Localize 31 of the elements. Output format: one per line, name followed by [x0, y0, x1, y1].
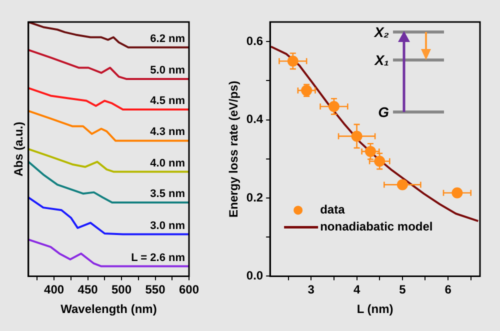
series-label: L = 2.6 nm: [131, 252, 186, 264]
x-tick-label: 550: [145, 282, 166, 297]
y-axis-title: Abs (a.u.): [12, 122, 26, 176]
series-label: 4.5 nm: [150, 94, 186, 107]
series-label: 4.0 nm: [150, 157, 186, 170]
x-tick-label: 3: [308, 282, 315, 297]
x-tick-label: 450: [78, 282, 98, 297]
legend-label: nonadiabatic model: [320, 220, 433, 234]
series-label: 3.5 nm: [150, 188, 186, 200]
series-label: 3.0 nm: [150, 220, 186, 232]
annotation: X₂: [373, 24, 389, 40]
x-tick-label: 600: [178, 282, 200, 297]
annotation: G: [378, 104, 390, 120]
x-tick-label: 6: [444, 282, 452, 297]
x-axis-title: Wavelength (nm): [60, 302, 157, 316]
legend-label: data: [320, 202, 346, 217]
series-label: 4.3 nm: [150, 126, 186, 138]
x-axis-title: L (nm): [356, 302, 394, 316]
x-tick-label: 4: [353, 282, 360, 297]
x-tick-label: 5: [399, 282, 406, 297]
series-label: 5.0 nm: [150, 64, 186, 76]
annotation: X₁: [374, 52, 390, 68]
point: [452, 187, 463, 198]
y-axis-title: Energy loss rate (eV/ps): [226, 80, 241, 218]
y-tick-label: 0.0: [246, 268, 264, 283]
series-label: 6.2 nm: [150, 32, 186, 45]
y-tick-label: 0.2: [246, 190, 264, 204]
x-tick-label: 500: [112, 282, 132, 297]
y-tick-label: 0.6: [246, 34, 264, 48]
y-tick-label: 0.4: [246, 112, 264, 126]
x-tick-label: 400: [44, 282, 64, 297]
